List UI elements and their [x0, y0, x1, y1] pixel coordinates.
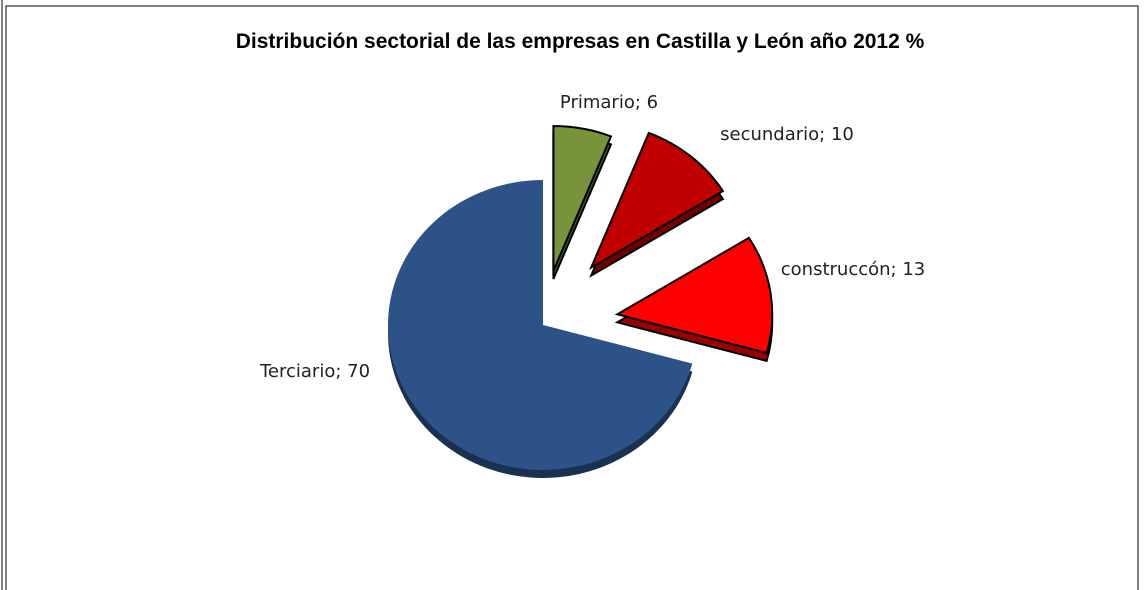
slice [589, 131, 725, 278]
chart-border [5, 5, 1139, 590]
data-label: construccón; 13 [781, 259, 925, 280]
data-label: Terciario; 70 [259, 361, 370, 382]
slice [552, 124, 613, 280]
slice-top [614, 236, 774, 355]
slice [614, 236, 774, 363]
data-label: Primario; 6 [560, 92, 658, 113]
slice [387, 180, 693, 478]
slice-top [552, 124, 613, 272]
chart-title: Distribución sectorial de las empresas e… [236, 30, 925, 53]
slice-top [589, 131, 725, 270]
slice-top [387, 180, 693, 470]
data-label: secundario; 10 [720, 124, 854, 145]
